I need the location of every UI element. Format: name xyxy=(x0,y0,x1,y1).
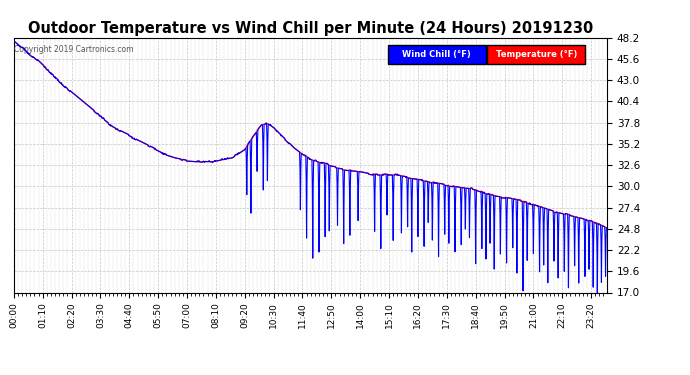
FancyBboxPatch shape xyxy=(388,45,486,64)
Text: Copyright 2019 Cartronics.com: Copyright 2019 Cartronics.com xyxy=(14,45,134,54)
Text: Wind Chill (°F): Wind Chill (°F) xyxy=(402,50,471,59)
Text: Temperature (°F): Temperature (°F) xyxy=(495,50,577,59)
FancyBboxPatch shape xyxy=(487,45,585,64)
Title: Outdoor Temperature vs Wind Chill per Minute (24 Hours) 20191230: Outdoor Temperature vs Wind Chill per Mi… xyxy=(28,21,593,36)
